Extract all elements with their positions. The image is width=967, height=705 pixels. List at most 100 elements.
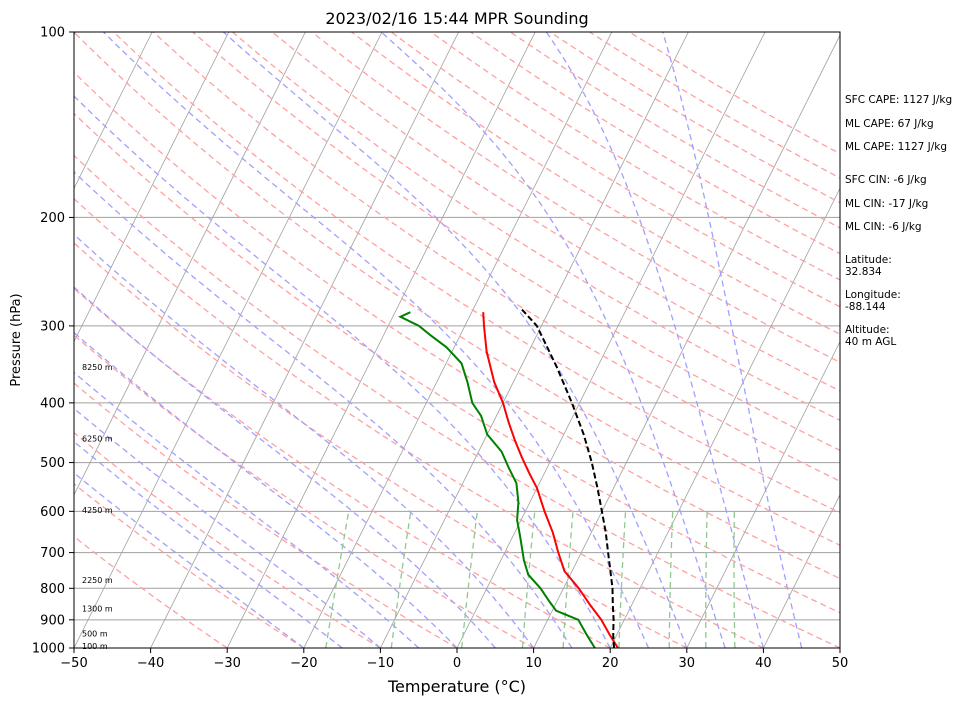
isotherm-line <box>74 32 383 648</box>
chart-title: 2023/02/16 15:44 MPR Sounding <box>325 9 588 28</box>
altitude-label: Altitude: <box>845 324 890 336</box>
isotherm-line <box>380 32 689 648</box>
y-tick-label: 300 <box>40 319 65 334</box>
dry-adiabat-line <box>74 483 305 648</box>
moist-adiabat-line <box>74 95 611 648</box>
moist-adiabat-line <box>74 233 535 648</box>
height-labels: 8250 m 6250 m 4250 m 2250 m 1300 m 500 m 100 m <box>82 363 113 651</box>
mixing-ratio-line <box>733 511 736 648</box>
height-label: 2250 m <box>82 576 113 585</box>
dry-adiabat-line <box>74 154 840 648</box>
mixing-ratio-line <box>705 511 708 648</box>
moist-adiabat-line <box>662 32 803 648</box>
ml-cin-text: ML CIN: -17 J/kg <box>845 198 929 210</box>
mixing-ratio-line <box>618 511 627 648</box>
x-tick-label: 20 <box>602 656 619 671</box>
isotherm-line <box>74 32 153 190</box>
series-line-1 <box>482 312 619 648</box>
dry-adiabat-line <box>390 32 840 308</box>
x-tick-label: 50 <box>832 656 849 671</box>
x-tick-label: 10 <box>525 656 542 671</box>
isotherm-line <box>456 32 766 648</box>
dry-adiabat-line <box>74 197 764 648</box>
moist-adiabat-line <box>74 171 573 648</box>
dry-adiabat-line <box>74 334 534 648</box>
isotherm-line <box>150 32 459 648</box>
dry-adiabat-line <box>74 112 840 614</box>
x-tick-label: −10 <box>367 656 394 671</box>
moist-adiabat-line <box>74 472 305 648</box>
moist-adiabat-line <box>74 286 496 648</box>
longitude-label: Longitude: <box>845 289 901 301</box>
height-label: 8250 m <box>82 363 113 372</box>
dry-adiabat-line <box>351 32 840 335</box>
mixing-ratio-line <box>668 511 674 648</box>
moist-adiabat-line <box>74 407 381 648</box>
x-tick-label: 0 <box>453 656 461 671</box>
height-label: 100 m <box>82 642 108 651</box>
x-axis: −50 −40 −30 −20 −10 0 10 20 30 40 50 <box>60 648 848 671</box>
y-tick-label: 100 <box>40 26 65 41</box>
x-axis-label: Temperature (°C) <box>387 677 526 696</box>
latitude-label: Latitude: <box>845 254 892 266</box>
isotherm-line <box>74 32 230 343</box>
series-line-2 <box>398 311 596 648</box>
plot-frame <box>73 31 841 649</box>
isotherm-line <box>74 32 306 496</box>
height-label: 4250 m <box>82 506 113 515</box>
mixing-ratio-line <box>325 511 350 648</box>
isotherm-line <box>226 32 536 648</box>
dry-adiabat-line <box>74 242 688 648</box>
x-tick-label: −40 <box>137 656 164 671</box>
moist-adiabat-line <box>380 32 726 648</box>
y-axis-label: Pressure (hPa) <box>9 293 24 386</box>
moist-adiabat-line <box>74 440 343 648</box>
y-tick-label: 700 <box>40 546 65 561</box>
y-tick-label: 1000 <box>32 642 65 657</box>
isotherm-line <box>533 34 840 648</box>
dry-adiabat-line <box>74 535 228 648</box>
y-tick-label: 900 <box>40 613 65 628</box>
dry-adiabat-line <box>232 32 840 421</box>
x-tick-label: 30 <box>679 656 696 671</box>
y-tick-label: 400 <box>40 396 65 411</box>
dry-adiabat-line <box>74 431 381 648</box>
mixing-ratio-line <box>461 511 479 648</box>
y-tick-label: 500 <box>40 456 65 471</box>
series-line-3 <box>519 306 615 648</box>
x-tick-label: 40 <box>755 656 772 671</box>
isotherm-line <box>303 32 613 648</box>
dry-adiabat-line <box>271 32 840 392</box>
dry-adiabat-line <box>113 32 840 514</box>
sounding-traces <box>398 306 619 648</box>
reference-lines <box>74 32 840 648</box>
y-tick-label: 200 <box>40 211 65 226</box>
x-tick-label: −30 <box>213 656 240 671</box>
dry-adiabat-line <box>74 287 611 648</box>
isotherm-line <box>763 493 840 648</box>
isotherm-line <box>686 340 840 648</box>
latitude-value: 32.834 <box>845 266 882 278</box>
moist-adiabat-line <box>74 331 458 648</box>
y-tick-label: 600 <box>40 505 65 520</box>
moist-adiabat-line <box>222 32 688 648</box>
height-label: 6250 m <box>82 435 113 444</box>
height-label: 1300 m <box>82 605 113 614</box>
ml-cin-text-2: ML CIN: -6 J/kg <box>845 221 922 233</box>
longitude-value: -88.144 <box>845 301 886 313</box>
mixing-ratio-line <box>390 511 412 648</box>
ml-cape-text: ML CAPE: 67 J/kg <box>845 118 934 130</box>
isotherm-line <box>609 187 840 648</box>
ml-cape-text-2: ML CAPE: 1127 J/kg <box>845 141 948 153</box>
sfc-cape-text: SFC CAPE: 1127 J/kg <box>845 94 953 106</box>
dry-adiabat-line <box>74 32 840 546</box>
dry-adiabat-line <box>74 382 458 648</box>
moist-adiabat-line <box>545 32 765 648</box>
y-tick-label: 800 <box>40 582 65 597</box>
height-label: 500 m <box>82 630 108 639</box>
y-axis: 100 200 300 400 500 600 700 800 900 1000 <box>32 26 74 657</box>
sfc-cin-text: SFC CIN: -6 J/kg <box>845 174 927 186</box>
altitude-value: 40 m AGL <box>845 336 897 348</box>
x-tick-label: −50 <box>60 656 87 671</box>
